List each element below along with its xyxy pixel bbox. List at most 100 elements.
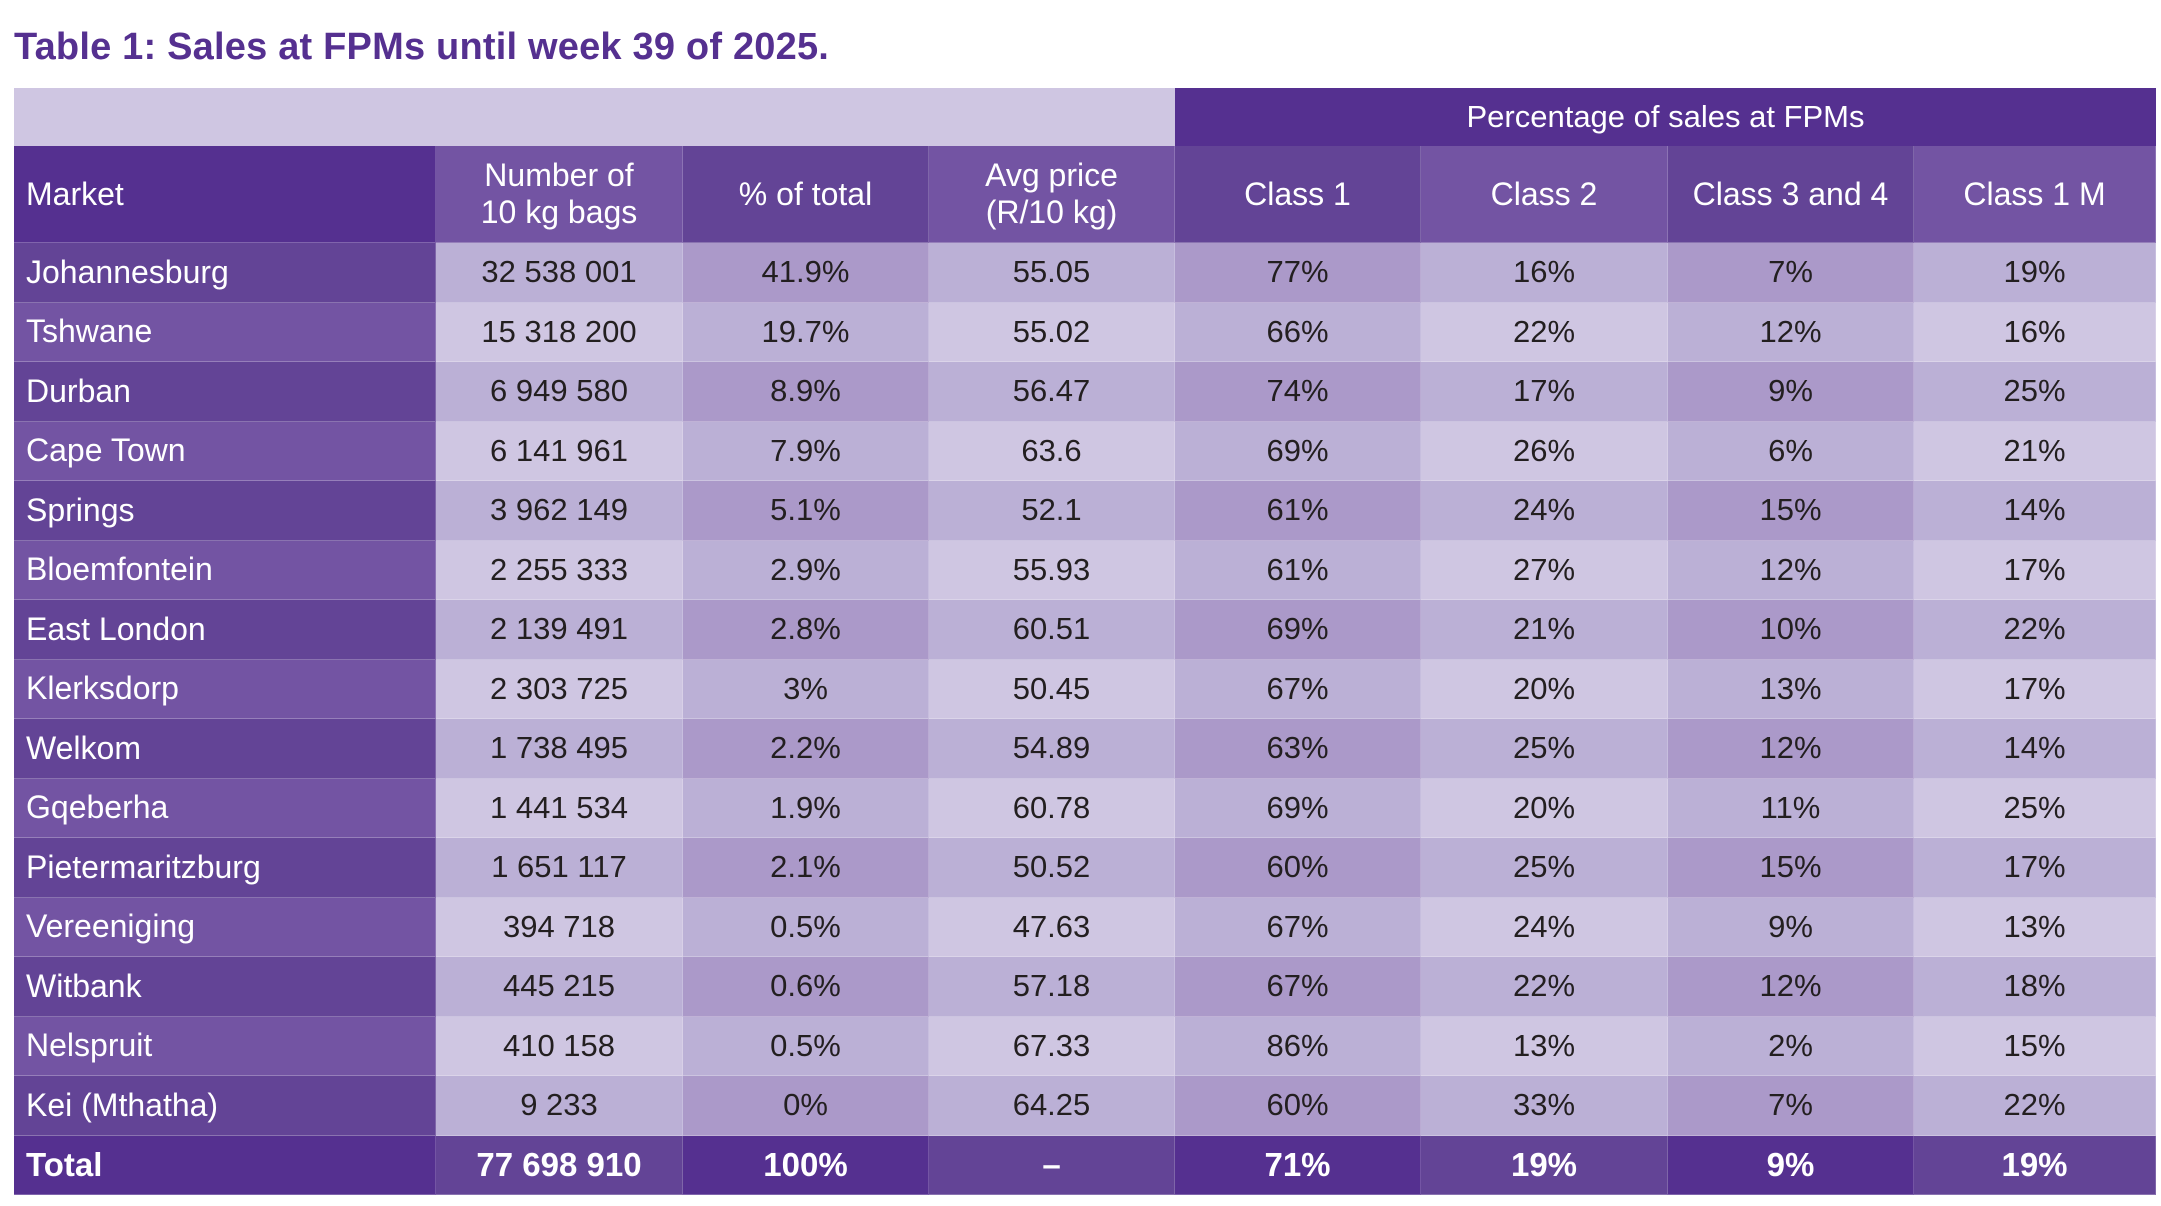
cell-class3-4: 7% — [1668, 1076, 1914, 1136]
cell-bags: 3 962 149 — [436, 481, 683, 541]
table-row: Klerksdorp 2 303 725 3% 50.45 67% 20% 13% 17% — [14, 659, 2156, 719]
total-pct: 100% — [683, 1135, 929, 1195]
cell-class1m: 22% — [1914, 1076, 2156, 1136]
col-header-bags: Number of 10 kg bags — [436, 146, 683, 243]
cell-class2: 21% — [1421, 600, 1668, 660]
cell-class3-4: 10% — [1668, 600, 1914, 660]
table-row: Durban 6 949 580 8.9% 56.47 74% 17% 9% 25% — [14, 362, 2156, 422]
cell-class1m: 14% — [1914, 719, 2156, 779]
cell-class2: 25% — [1421, 719, 1668, 779]
cell-class1m: 14% — [1914, 481, 2156, 541]
cell-avg-price: 54.89 — [929, 719, 1175, 779]
cell-pct-total: 2.1% — [683, 838, 929, 898]
table-row: Johannesburg 32 538 001 41.9% 55.05 77% 16% 7%… — [14, 243, 2156, 303]
cell-class2: 24% — [1421, 481, 1668, 541]
table-row: Nelspruit 410 158 0.5% 67.33 86% 13% 2% 15% — [14, 1016, 2156, 1076]
cell-market: Kei (Mthatha) — [14, 1076, 436, 1136]
cell-class3-4: 15% — [1668, 838, 1914, 898]
cell-pct-total: 8.9% — [683, 362, 929, 422]
cell-class2: 22% — [1421, 957, 1668, 1017]
cell-class3-4: 13% — [1668, 659, 1914, 719]
cell-avg-price: 55.05 — [929, 243, 1175, 303]
cell-avg-price: 55.93 — [929, 540, 1175, 600]
total-avg-price: – — [929, 1135, 1175, 1195]
cell-avg-price: 64.25 — [929, 1076, 1175, 1136]
cell-bags: 2 303 725 — [436, 659, 683, 719]
cell-class1m: 15% — [1914, 1016, 2156, 1076]
table-row: Witbank 445 215 0.6% 57.18 67% 22% 12% 18% — [14, 957, 2156, 1017]
header-spacer-band — [14, 88, 1175, 146]
cell-class2: 25% — [1421, 838, 1668, 898]
cell-class3-4: 12% — [1668, 540, 1914, 600]
col-header-market: Market — [14, 146, 436, 243]
cell-avg-price: 50.45 — [929, 659, 1175, 719]
cell-class1: 69% — [1175, 778, 1421, 838]
cell-pct-total: 2.8% — [683, 600, 929, 660]
total-label: Total — [14, 1135, 436, 1195]
cell-avg-price: 60.78 — [929, 778, 1175, 838]
table-row: East London 2 139 491 2.8% 60.51 69% 21% 10% 22… — [14, 600, 2156, 660]
cell-class2: 20% — [1421, 778, 1668, 838]
total-class2: 19% — [1421, 1135, 1668, 1195]
cell-bags: 445 215 — [436, 957, 683, 1017]
cell-class1m: 19% — [1914, 243, 2156, 303]
col-header-class3-4: Class 3 and 4 — [1668, 146, 1914, 243]
cell-class3-4: 2% — [1668, 1016, 1914, 1076]
cell-class3-4: 11% — [1668, 778, 1914, 838]
cell-class1m: 22% — [1914, 600, 2156, 660]
cell-class1m: 25% — [1914, 362, 2156, 422]
cell-bags: 6 949 580 — [436, 362, 683, 422]
cell-bags: 1 441 534 — [436, 778, 683, 838]
cell-class1: 86% — [1175, 1016, 1421, 1076]
cell-class3-4: 6% — [1668, 421, 1914, 481]
cell-pct-total: 2.2% — [683, 719, 929, 779]
cell-class3-4: 7% — [1668, 243, 1914, 303]
cell-class1: 67% — [1175, 957, 1421, 1017]
cell-bags: 6 141 961 — [436, 421, 683, 481]
cell-class1: 67% — [1175, 659, 1421, 719]
cell-avg-price: 56.47 — [929, 362, 1175, 422]
cell-class1: 60% — [1175, 838, 1421, 898]
cell-pct-total: 0.6% — [683, 957, 929, 1017]
cell-market: Durban — [14, 362, 436, 422]
total-class1m: 19% — [1914, 1135, 2156, 1195]
cell-class1: 77% — [1175, 243, 1421, 303]
cell-bags: 2 255 333 — [436, 540, 683, 600]
cell-bags: 1 738 495 — [436, 719, 683, 779]
cell-class1m: 17% — [1914, 540, 2156, 600]
cell-pct-total: 2.9% — [683, 540, 929, 600]
cell-market: Nelspruit — [14, 1016, 436, 1076]
cell-bags: 394 718 — [436, 897, 683, 957]
cell-market: Welkom — [14, 719, 436, 779]
total-bags: 77 698 910 — [436, 1135, 683, 1195]
cell-class2: 22% — [1421, 302, 1668, 362]
cell-avg-price: 52.1 — [929, 481, 1175, 541]
table-row: Tshwane 15 318 200 19.7% 55.02 66% 22% 12% 16% — [14, 302, 2156, 362]
header-row: Market Number of 10 kg bags % of total A… — [14, 146, 2156, 243]
cell-class1m: 21% — [1914, 421, 2156, 481]
cell-class3-4: 9% — [1668, 897, 1914, 957]
cell-pct-total: 7.9% — [683, 421, 929, 481]
cell-class2: 20% — [1421, 659, 1668, 719]
table-row: Gqeberha 1 441 534 1.9% 60.78 69% 20% 11% 25% — [14, 778, 2156, 838]
cell-class1: 69% — [1175, 600, 1421, 660]
cell-class1: 67% — [1175, 897, 1421, 957]
table-row: Vereeniging 394 718 0.5% 47.63 67% 24% 9% 13% — [14, 897, 2156, 957]
cell-avg-price: 47.63 — [929, 897, 1175, 957]
col-header-class2: Class 2 — [1421, 146, 1668, 243]
col-header-class1: Class 1 — [1175, 146, 1421, 243]
cell-class2: 17% — [1421, 362, 1668, 422]
cell-market: Bloemfontein — [14, 540, 436, 600]
total-class1: 71% — [1175, 1135, 1421, 1195]
cell-class1: 66% — [1175, 302, 1421, 362]
cell-class1: 60% — [1175, 1076, 1421, 1136]
cell-class1: 69% — [1175, 421, 1421, 481]
cell-bags: 9 233 — [436, 1076, 683, 1136]
cell-class1m: 25% — [1914, 778, 2156, 838]
cell-class3-4: 15% — [1668, 481, 1914, 541]
cell-class3-4: 12% — [1668, 302, 1914, 362]
cell-class3-4: 12% — [1668, 719, 1914, 779]
col-header-pct-total: % of total — [683, 146, 929, 243]
col-header-avg-price: Avg price (R/10 kg) — [929, 146, 1175, 243]
cell-class1: 61% — [1175, 481, 1421, 541]
